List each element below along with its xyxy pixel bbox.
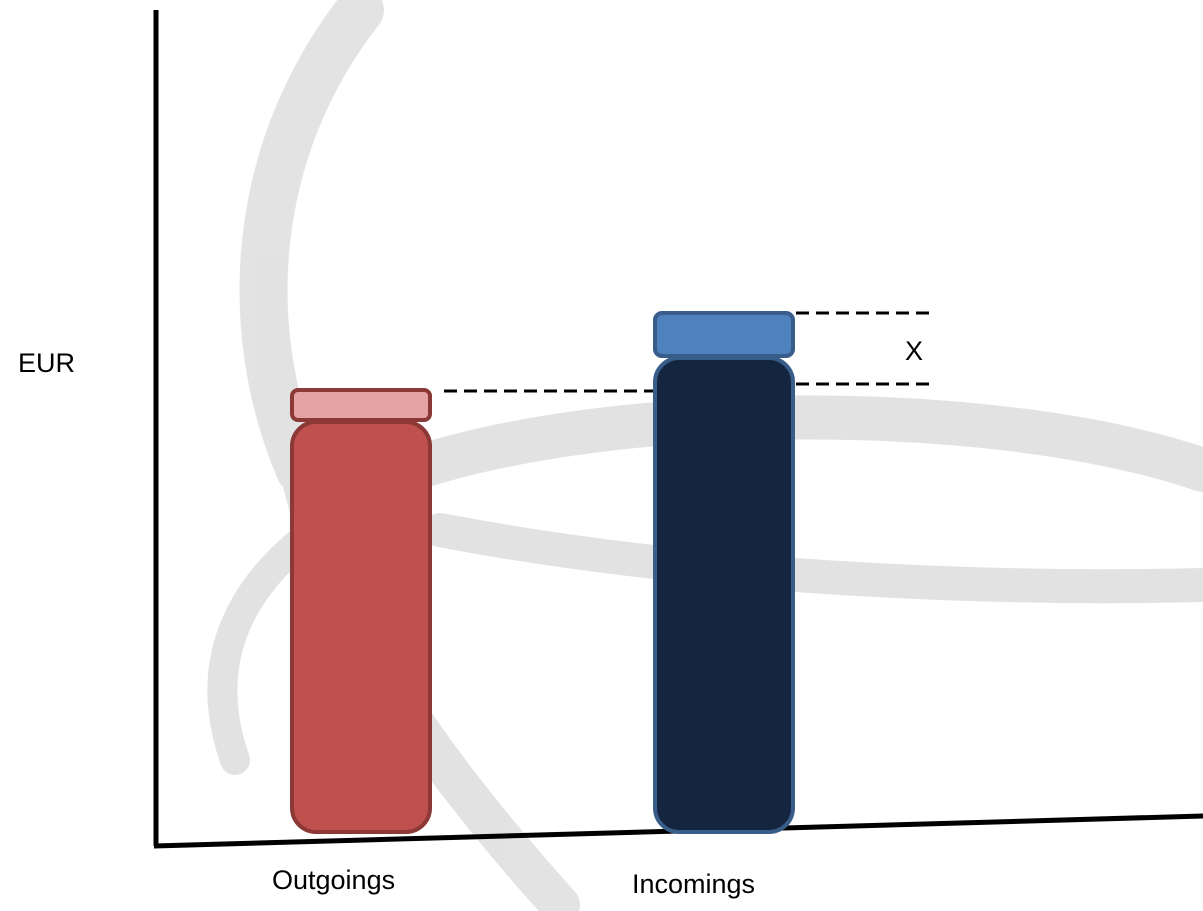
incomings-cap-bar [653,311,795,358]
outgoings-base-bar [290,420,432,834]
watermark-arc-upper [239,0,384,494]
category-label-outgoings: Outgoings [272,865,395,895]
column-incomings [653,311,795,834]
y-axis-label: EUR [18,348,75,378]
watermark-swoosh-upper [388,395,1203,492]
category-label-incomings: Incomings [632,869,755,899]
watermark-swoosh-lower [423,513,1203,604]
difference-label: X [905,336,923,366]
column-outgoings [290,388,432,834]
outgoings-cap-bar [290,388,432,422]
dashed-guides [444,311,930,393]
incomings-base-bar [653,356,795,834]
